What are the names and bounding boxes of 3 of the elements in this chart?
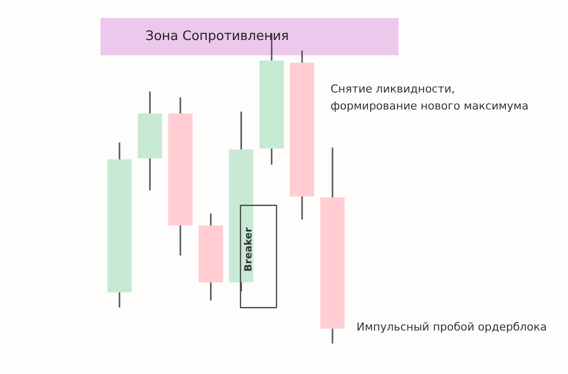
annotation: Снятие ликвидности, формирование нового максимума [330, 82, 528, 112]
text: Импульсный пробой ордерблока [356, 320, 547, 334]
annotation: Breaker [244, 227, 254, 272]
